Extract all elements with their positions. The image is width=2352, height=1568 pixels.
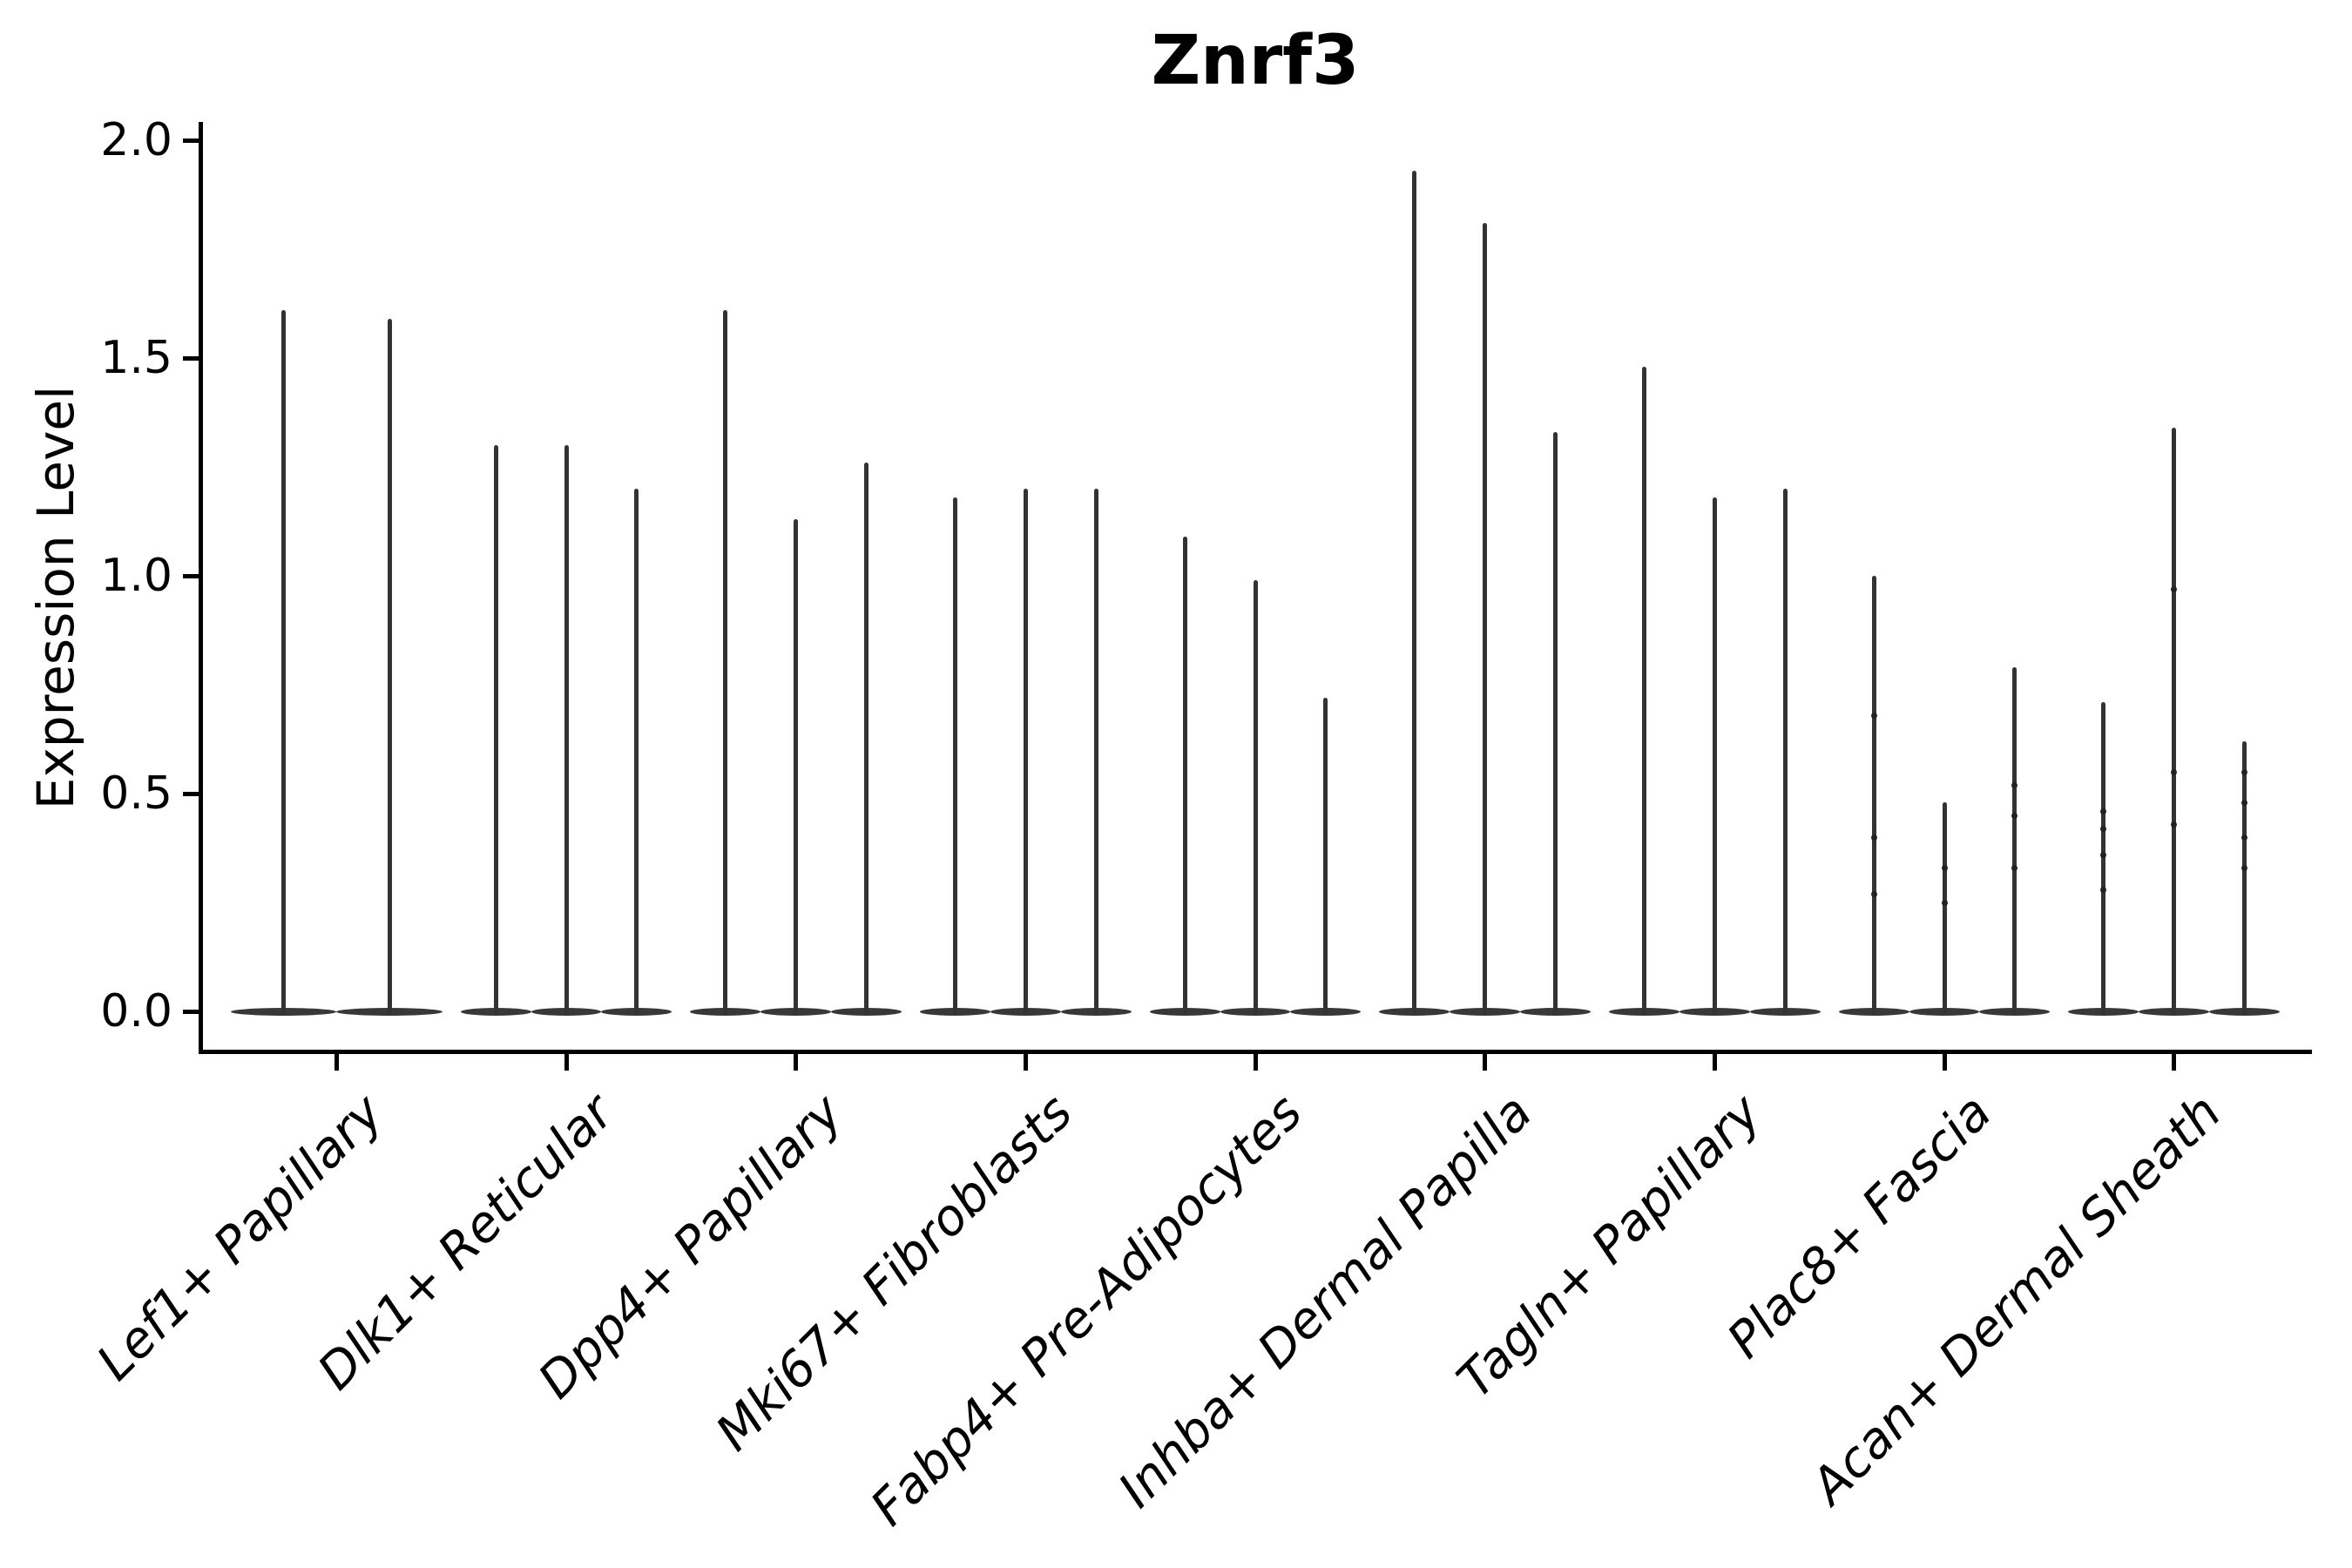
violin-spike <box>1871 576 1876 1014</box>
violin-spike <box>1323 698 1328 1014</box>
expression-dot <box>2100 825 2107 832</box>
expression-dot <box>2241 834 2248 841</box>
violin-spike <box>794 519 799 1014</box>
expression-dot <box>1941 899 1948 906</box>
x-tick <box>794 1054 799 1071</box>
expression-dot <box>2241 799 2248 806</box>
violin-spike <box>2012 667 2017 1014</box>
violin-spike <box>1553 432 1558 1014</box>
expression-dot <box>2011 864 2018 871</box>
expression-dot <box>1870 834 1877 841</box>
violin-spike <box>1641 367 1646 1014</box>
x-tick <box>564 1054 569 1071</box>
y-tick <box>183 138 199 143</box>
x-tick <box>2172 1054 2177 1071</box>
y-tick <box>183 355 199 361</box>
plot-title: Znrf3 <box>1151 22 1360 100</box>
y-tick <box>183 1009 199 1014</box>
expression-dot <box>2171 585 2178 592</box>
violin-spike <box>1712 497 1717 1014</box>
violin-spike <box>1253 580 1258 1014</box>
x-tick <box>1712 1054 1717 1071</box>
expression-dot <box>1941 864 1948 871</box>
violin-spike <box>864 463 869 1014</box>
expression-dot <box>2171 821 2178 828</box>
violin-spike <box>387 319 392 1014</box>
x-tick <box>1253 1054 1258 1071</box>
x-tick <box>1023 1054 1028 1071</box>
violin-spike <box>952 497 957 1014</box>
expression-dot <box>2011 781 2018 788</box>
y-tick-label: 0.0 <box>100 985 172 1037</box>
violin-spike <box>281 310 287 1014</box>
x-tick-label: Inhba+ Dermal Papilla <box>1107 1083 1544 1519</box>
expression-dot <box>2011 812 2018 819</box>
expression-dot <box>1870 712 1877 719</box>
violin-spike <box>564 445 569 1014</box>
violin-spike <box>723 310 728 1014</box>
expression-dot <box>2100 808 2107 814</box>
expression-dot <box>2100 851 2107 858</box>
x-tick-label: Acan+ Dermal Sheath <box>1800 1083 2233 1516</box>
violin-spike <box>1023 489 1028 1014</box>
expression-dot <box>2171 768 2178 775</box>
violin-spike <box>634 489 639 1014</box>
x-tick <box>1483 1054 1488 1071</box>
expression-dot <box>1870 890 1877 897</box>
violin-spike <box>1942 802 1947 1014</box>
violin-spike <box>1093 489 1098 1014</box>
violin-spike <box>1782 489 1788 1014</box>
y-tick <box>183 573 199 578</box>
x-tick-label: Fabp4+ Pre-Adipocytes <box>860 1083 1314 1538</box>
violin-spike <box>2242 741 2247 1014</box>
violin-spike <box>493 445 498 1014</box>
axes-area <box>199 122 2312 1054</box>
x-tick <box>1942 1054 1947 1071</box>
y-tick-label: 1.5 <box>100 332 172 384</box>
expression-dot <box>2241 864 2248 871</box>
violin-spike <box>2101 702 2106 1014</box>
y-tick-label: 1.0 <box>100 550 172 602</box>
expression-dot <box>2241 768 2248 775</box>
y-tick <box>183 791 199 796</box>
expression-dot <box>2100 886 2107 893</box>
violin-spike <box>1182 537 1187 1014</box>
y-tick-label: 0.5 <box>100 767 172 820</box>
violin-spike <box>2172 428 2177 1014</box>
violin-spike <box>1412 171 1417 1014</box>
violin-spike <box>1483 223 1488 1014</box>
x-tick <box>334 1054 339 1071</box>
y-tick-label: 2.0 <box>100 114 172 166</box>
